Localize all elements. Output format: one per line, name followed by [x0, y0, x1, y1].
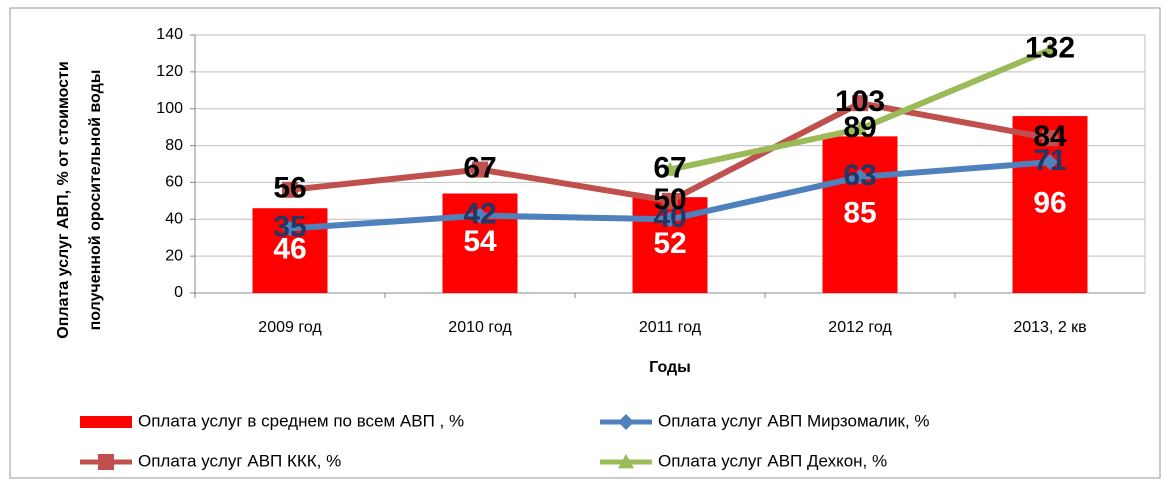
- marker: [1042, 154, 1058, 171]
- legend-label: Оплата услуг АВП Мирзомалик, %: [658, 411, 930, 430]
- data-label: 54: [463, 225, 497, 258]
- marker: [98, 454, 114, 470]
- data-label: 67: [653, 151, 686, 184]
- data-label: 67: [463, 151, 496, 184]
- data-label: 46: [273, 233, 306, 266]
- marker: [618, 454, 634, 469]
- x-tick-label: 2013, 2 кв: [1013, 319, 1086, 336]
- data-label: 63: [843, 159, 876, 192]
- x-tick-label: 2011 год: [639, 319, 702, 336]
- y-axis-title: Оплата услуг АВП, % от стоимости получен…: [55, 61, 104, 338]
- marker: [852, 120, 868, 136]
- y-tick-label: 120: [156, 63, 183, 80]
- data-label: 35: [273, 210, 306, 243]
- data-label: 42: [463, 198, 496, 231]
- marker: [662, 211, 678, 228]
- marker: [472, 161, 488, 178]
- data-label: 84: [1033, 120, 1067, 153]
- data-label: 96: [1033, 186, 1066, 219]
- y-tick-label: 80: [165, 137, 183, 154]
- data-label: 132: [1025, 32, 1075, 65]
- data-label: 71: [1033, 144, 1066, 177]
- marker: [1042, 130, 1058, 147]
- marker: [852, 168, 868, 185]
- data-label: 40: [653, 201, 686, 234]
- y-tick-label: 0: [174, 284, 183, 301]
- data-label: 85: [843, 197, 876, 230]
- marker: [852, 95, 868, 112]
- marker: [1042, 41, 1058, 57]
- y-tick-label: 20: [165, 247, 183, 264]
- y-tick-label: 60: [165, 174, 183, 191]
- data-label: 56: [273, 172, 306, 205]
- marker: [472, 207, 488, 224]
- data-label: 103: [835, 85, 885, 118]
- y-axis-title-line: полученной оросительной воды: [87, 70, 104, 331]
- y-axis-title-line: Оплата услуг АВП, % от стоимости: [55, 61, 72, 338]
- data-label: 52: [653, 227, 686, 260]
- marker: [618, 414, 634, 430]
- bar: [822, 136, 898, 293]
- x-tick-label: 2012 год: [828, 319, 892, 336]
- data-label: 50: [653, 183, 686, 216]
- x-tick-label: 2009 год: [258, 319, 322, 336]
- legend-label: Оплата услуг АВП Дехкон, %: [658, 451, 887, 470]
- data-label: 89: [843, 111, 876, 144]
- marker: [662, 161, 678, 176]
- marker: [282, 220, 298, 237]
- marker: [282, 181, 298, 198]
- x-tick-label: 2010 год: [448, 319, 512, 336]
- y-tick-label: 100: [156, 100, 183, 117]
- legend-swatch: [80, 416, 132, 428]
- x-axis-title: Годы: [649, 359, 691, 376]
- legend-label: Оплата услуг в среднем по всем АВП , %: [138, 411, 464, 430]
- marker: [662, 192, 678, 209]
- legend-label: Оплата услуг АВП ККК, %: [138, 451, 341, 470]
- y-tick-label: 140: [156, 26, 183, 43]
- y-tick-label: 40: [165, 211, 183, 228]
